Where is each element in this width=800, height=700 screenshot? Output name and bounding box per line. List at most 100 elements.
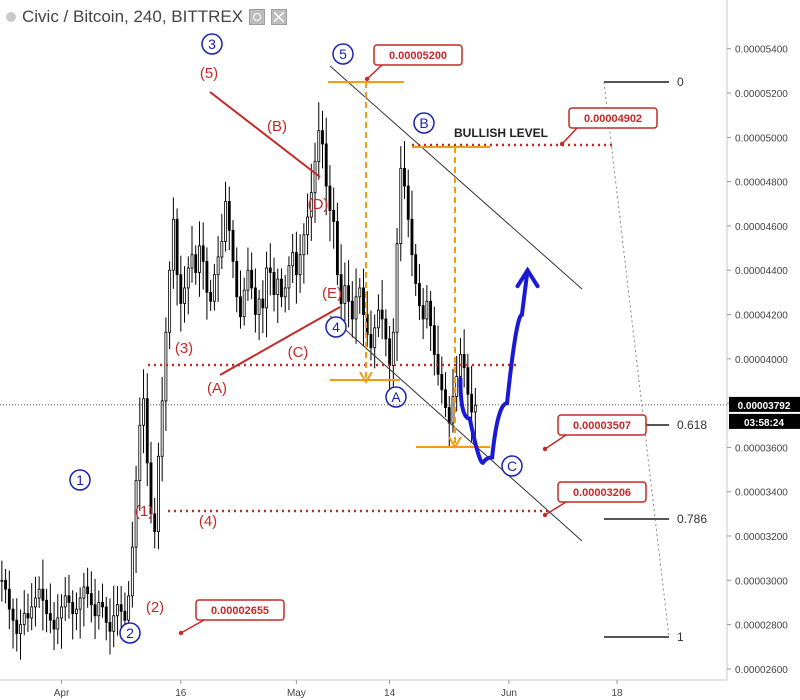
candle-body <box>242 289 246 318</box>
candle-body <box>350 300 354 320</box>
orange-arrowhead-2 <box>448 436 462 449</box>
candle-body <box>186 267 190 289</box>
wave-label-red: (B) <box>267 118 287 135</box>
candle-body <box>108 622 112 632</box>
candle-body <box>22 613 26 626</box>
candle-body <box>358 287 362 298</box>
candle-body <box>56 617 60 630</box>
candle-body <box>306 216 310 236</box>
candle-body <box>82 586 86 599</box>
candle-body <box>298 254 302 276</box>
candle-body <box>373 327 377 349</box>
callout-label: 0.00004902 <box>584 113 642 125</box>
candle-body <box>369 334 373 349</box>
candle-body <box>97 602 101 617</box>
candle-body <box>19 624 22 634</box>
x-axis: Apr 16 May 14 Jun 18 <box>0 679 727 699</box>
callout-anchor-dot <box>542 446 548 452</box>
candle-body <box>183 287 186 304</box>
candle-body <box>75 608 78 614</box>
wave-label-blue: B <box>419 115 428 131</box>
candle-body <box>119 604 123 612</box>
candle-body <box>440 373 444 391</box>
y-tick-label: 0.00005000 <box>735 133 788 144</box>
wave-label-red: (5) <box>200 65 218 82</box>
candle-body <box>112 615 116 632</box>
gear-icon[interactable] <box>249 9 266 25</box>
y-tick-label: 0.00004400 <box>735 266 788 277</box>
candle-body <box>48 613 52 621</box>
y-tick-label: 0.00003400 <box>735 488 788 499</box>
callout-anchor-dot <box>559 141 565 147</box>
close-icon[interactable] <box>271 9 288 25</box>
candle-body <box>175 218 179 276</box>
candle-body <box>123 610 127 621</box>
y-axis: 0.00005400 0.00005200 0.00005000 0.00004800… <box>726 0 788 680</box>
candle-body <box>127 595 131 621</box>
candle-body <box>376 309 380 329</box>
candle-body <box>395 243 399 333</box>
candle-body <box>250 269 254 289</box>
candle-body <box>268 267 272 273</box>
y-tick-label: 0.00003600 <box>735 443 788 454</box>
y-tick-label: 0.00004800 <box>735 178 788 189</box>
candle-body <box>421 305 425 320</box>
candle-body <box>78 597 82 610</box>
wave-circle <box>332 43 354 65</box>
candle-body <box>388 338 392 366</box>
candle-body <box>391 331 395 366</box>
candle-body <box>466 367 470 395</box>
candle-body <box>276 278 280 295</box>
orange-arrowhead-1 <box>359 371 373 384</box>
candle-body <box>362 287 365 315</box>
candle-body <box>220 241 224 258</box>
wave-circle <box>325 316 347 338</box>
y-tick-label: 0.00004000 <box>735 355 788 366</box>
callout-label: 0.00002655 <box>211 605 269 617</box>
y-tick-label: 0.00005400 <box>735 45 788 56</box>
candle-body <box>384 318 388 340</box>
projection-curve <box>458 268 530 465</box>
candle-body <box>257 298 261 315</box>
candle-body <box>317 130 321 163</box>
callout-box <box>557 481 647 503</box>
wave-label-red: (4) <box>199 513 217 530</box>
callout-anchor-dot <box>542 512 548 518</box>
triangle-upper-line <box>209 91 321 178</box>
wave-label-red: (2) <box>146 599 164 616</box>
wave-label-blue: 5 <box>339 46 347 62</box>
wave-label-red: (E) <box>322 285 342 302</box>
candle-body <box>332 210 336 222</box>
candle-body <box>30 606 34 619</box>
current-price-tag <box>729 396 800 412</box>
y-tick-label: 0.00002600 <box>735 665 788 676</box>
candle-body <box>116 604 119 617</box>
candle-body <box>429 300 433 327</box>
candle-body <box>309 192 313 218</box>
candle-body <box>157 455 160 532</box>
candle-body <box>324 143 328 187</box>
fib-level-label: 1 <box>677 630 684 644</box>
candle-body <box>212 274 216 302</box>
candle-body <box>168 269 172 333</box>
candle-body <box>190 254 194 269</box>
candle-body <box>339 274 343 304</box>
triangle-lower-line <box>219 306 341 376</box>
callout-box <box>373 44 463 66</box>
candle-body <box>67 595 71 603</box>
wave-circle <box>413 112 435 134</box>
callout-anchor-dot <box>364 76 370 82</box>
y-tick-label: 0.00003000 <box>735 576 788 587</box>
y-tick-label: 0.00002800 <box>735 621 788 632</box>
candle-body <box>417 283 421 307</box>
candle-body <box>455 376 459 397</box>
candle-body <box>235 260 239 298</box>
fib-level-label: 0.786 <box>677 512 707 526</box>
callout-leader <box>544 501 567 516</box>
candle-body <box>302 234 306 256</box>
wave-label-blue: C <box>507 458 517 474</box>
countdown-value: 03:58:24 <box>744 418 784 429</box>
chart-header: Civic / Bitcoin, 240, BITTREX <box>0 0 288 34</box>
candle-body <box>231 229 235 262</box>
